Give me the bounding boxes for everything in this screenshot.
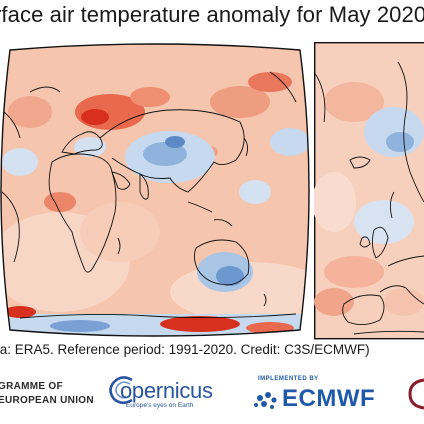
copernicus-tagline: Europe's eyes on Earth bbox=[126, 402, 194, 409]
europe-anomaly-map bbox=[314, 42, 424, 340]
partner-logo-icon bbox=[408, 378, 424, 410]
logo-bar: GRAMME OF EUROPEAN UNION opernicus Europ… bbox=[0, 372, 424, 424]
eu-line-2: EUROPEAN UNION bbox=[0, 395, 94, 406]
global-anomaly-map bbox=[0, 43, 310, 337]
map-title: rface air temperature anomaly for May 20… bbox=[0, 2, 424, 27]
coastlines bbox=[1, 71, 297, 319]
ecmwf-logo: IMPLEMENTED BY ECMWF bbox=[248, 376, 388, 416]
europe-coastlines bbox=[314, 61, 424, 335]
eu-programme-label: GRAMME OF EUROPEAN UNION bbox=[0, 380, 94, 408]
copernicus-wordmark: opernicus bbox=[120, 378, 213, 403]
copernicus-logo: opernicus Europe's eyes on Earth bbox=[108, 372, 216, 418]
copernicus-logo-icon bbox=[109, 376, 133, 405]
data-caption: ta: ERA5. Reference period: 1991-2020. C… bbox=[0, 342, 370, 357]
ecmwf-logo-icon bbox=[254, 392, 277, 409]
ecmwf-wordmark: ECMWF bbox=[282, 385, 376, 412]
ecmwf-implemented-label: IMPLEMENTED BY bbox=[258, 376, 319, 382]
eu-line-1: GRAMME OF bbox=[0, 381, 63, 392]
